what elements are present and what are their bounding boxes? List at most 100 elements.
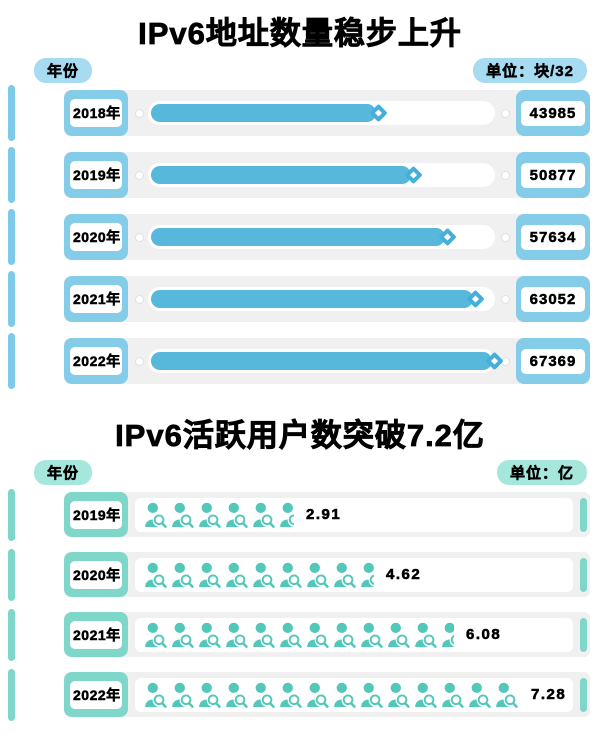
- bar-fill: [151, 227, 457, 247]
- users-row: 2021年: [0, 608, 600, 661]
- partial-user-search-icon: [441, 622, 454, 648]
- bar-track: [148, 225, 495, 249]
- user-search-icon: [199, 622, 221, 648]
- chart2-unit-label: 单位：亿: [496, 459, 587, 485]
- bar-handle-diamond: [485, 351, 504, 371]
- user-search-icon: [226, 622, 248, 648]
- track-end-dot: [501, 294, 510, 304]
- year-badge: 2022年: [64, 338, 128, 384]
- chart-ipv6-active-users: IPv6活跃用户数突破7.2亿 年份 单位：亿 2019年: [0, 410, 600, 721]
- value-label: 57634: [521, 224, 585, 250]
- bar-fill: [151, 289, 485, 309]
- track-start-dot: [135, 108, 144, 118]
- track-start-dot: [135, 294, 144, 304]
- row-end-bar: [580, 497, 587, 532]
- year-badge: 2022年: [64, 672, 128, 717]
- year-label: 2021年: [70, 285, 122, 313]
- user-search-icon: [361, 622, 383, 648]
- year-badge: 2021年: [64, 276, 128, 322]
- row-accent-bar: [8, 85, 15, 141]
- user-search-icon: [334, 682, 356, 708]
- year-badge: 2020年: [64, 214, 128, 260]
- chart2-title: IPv6活跃用户数突破7.2亿: [115, 418, 485, 454]
- row-accent-bar: [8, 668, 15, 721]
- chart-ipv6-address-count: IPv6地址数量稳步上升 年份 单位：块/32 2018年 43985: [0, 8, 600, 389]
- address-row: 2020年 57634: [0, 209, 600, 265]
- user-search-icon: [199, 682, 221, 708]
- chart1-rows: 2018年 43985 2019年: [0, 85, 600, 389]
- user-search-icon: [253, 562, 275, 588]
- user-search-icon: [334, 622, 356, 648]
- user-search-icon: [253, 622, 275, 648]
- year-label: 2021年: [70, 620, 122, 649]
- user-search-icon: [253, 502, 275, 528]
- pictogram-track: 7.28: [135, 677, 573, 712]
- partial-user-search-icon: [360, 562, 374, 588]
- year-label: 2020年: [70, 223, 122, 251]
- user-search-icon: [334, 562, 356, 588]
- track-start-dot: [135, 232, 144, 242]
- user-search-icon: [199, 562, 221, 588]
- row-end-bar: [580, 557, 587, 592]
- pictogram-track: 6.08: [135, 617, 573, 652]
- bar-track: [148, 163, 495, 187]
- bar-track: [148, 287, 495, 311]
- year-badge: 2021年: [64, 612, 128, 657]
- row-accent-bar: [8, 608, 15, 661]
- users-row: 2019年: [0, 488, 600, 541]
- value-label: 67369: [521, 348, 585, 374]
- row-end-bar: [580, 617, 587, 652]
- address-row: 2019年 50877: [0, 147, 600, 203]
- user-search-icon: [415, 682, 437, 708]
- user-search-icon: [415, 622, 437, 648]
- value-label: 50877: [521, 162, 585, 188]
- value-badge: 57634: [516, 214, 590, 260]
- year-label: 2019年: [70, 500, 122, 529]
- value-label: 7.28: [531, 686, 567, 704]
- user-search-icon: [469, 682, 491, 708]
- address-row-body: 2019年 50877: [64, 152, 590, 198]
- address-row-body: 2022年 67369: [64, 338, 590, 384]
- year-label: 2022年: [70, 680, 122, 709]
- chart1-unit-label: 单位：块/32: [473, 57, 587, 83]
- value-badge: 50877: [516, 152, 590, 198]
- user-search-icon: [172, 682, 194, 708]
- year-badge: 2020年: [64, 552, 128, 597]
- year-label: 2019年: [70, 161, 122, 189]
- user-search-icon: [172, 562, 194, 588]
- user-search-icon: [226, 562, 248, 588]
- chart2-axis-label: 年份: [34, 459, 93, 485]
- bar-fill: [151, 351, 504, 371]
- address-row-body: 2018年 43985: [64, 90, 590, 136]
- user-search-icon: [145, 682, 167, 708]
- year-badge: 2019年: [64, 152, 128, 198]
- value-label: 6.08: [466, 626, 502, 644]
- partial-user-search-icon: [279, 502, 294, 528]
- track-end-dot: [501, 232, 510, 242]
- row-accent-bar: [8, 488, 15, 541]
- bar-handle-diamond: [368, 103, 388, 123]
- bar-fill: [151, 165, 423, 185]
- users-row-body: 2021年: [64, 612, 590, 657]
- user-search-icon: [361, 682, 383, 708]
- user-search-icon: [442, 682, 464, 708]
- address-row-body: 2021年 63052: [64, 276, 590, 322]
- user-search-icon: [496, 682, 518, 708]
- address-row: 2018年 43985: [0, 85, 600, 141]
- chart1-labels-row: 年份 单位：块/32: [0, 57, 600, 83]
- bar-fill: [151, 103, 388, 123]
- track-end-dot: [501, 170, 510, 180]
- user-search-icon: [145, 562, 167, 588]
- year-label: 2018年: [70, 99, 122, 127]
- pictogram-track: 2.91: [135, 497, 573, 532]
- user-search-icon: [253, 682, 275, 708]
- bar-track: [148, 349, 504, 373]
- chart1-axis-label: 年份: [34, 57, 93, 83]
- user-search-icon: [280, 502, 294, 527]
- row-accent-bar: [8, 147, 15, 203]
- user-search-icon: [442, 622, 454, 647]
- users-row: 2022年: [0, 668, 600, 721]
- track-end-dot: [501, 108, 510, 118]
- value-badge: 63052: [516, 276, 590, 322]
- row-accent-bar: [8, 209, 15, 265]
